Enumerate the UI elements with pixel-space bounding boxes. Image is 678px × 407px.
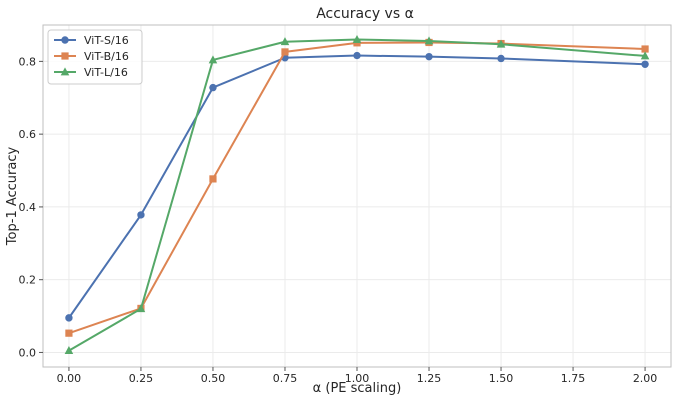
legend-item-vit-s-16: ViT-S/16 xyxy=(54,34,129,47)
x-tick-label: 0.00 xyxy=(57,372,82,385)
data-point-vit-l-16 xyxy=(280,37,290,46)
y-tick-label: 0.6 xyxy=(19,128,37,141)
x-axis-label: α (PE scaling) xyxy=(313,381,402,396)
x-tick-label: 1.50 xyxy=(489,372,514,385)
x-tick-label: 0.75 xyxy=(273,372,298,385)
data-point-vit-b-16 xyxy=(281,48,289,56)
y-tick-label: 0.0 xyxy=(19,346,37,359)
x-axis-ticks: 0.00 0.25 0.50 0.75 1.00 1.25 1.50 1.75 2.00 xyxy=(57,367,658,385)
x-tick-label: 1.25 xyxy=(417,372,442,385)
series-vit-l-16 xyxy=(64,34,650,355)
legend: ViT-S/16 ViT-B/16 ViT-L/16 xyxy=(47,29,143,85)
series-line-vit-l-16 xyxy=(68,38,646,352)
chart-title: Accuracy vs α xyxy=(316,6,414,22)
legend-marker xyxy=(61,36,69,44)
data-point-vit-s-16 xyxy=(209,83,217,92)
x-tick-label: 1.75 xyxy=(561,372,586,385)
y-tick-label: 0.2 xyxy=(19,274,37,287)
series-lines xyxy=(64,34,650,355)
data-point-vit-s-16 xyxy=(497,54,505,63)
data-point-vit-b-16 xyxy=(209,175,217,183)
x-tick-label: 1.00 xyxy=(345,372,370,385)
data-point-vit-l-16 xyxy=(496,39,506,48)
series-vit-s-16 xyxy=(65,51,649,322)
data-point-vit-s-16 xyxy=(425,52,433,61)
series-line-vit-s-16 xyxy=(68,54,646,319)
data-point-vit-s-16 xyxy=(641,60,649,68)
data-point-vit-b-16 xyxy=(65,329,73,337)
x-tick-label: 0.25 xyxy=(129,372,154,385)
legend-label: ViT-L/16 xyxy=(84,66,128,79)
data-point-vit-l-16 xyxy=(352,34,362,43)
legend-box xyxy=(47,29,143,85)
x-tick-label: 2.00 xyxy=(633,372,658,385)
data-point-vit-l-16 xyxy=(64,346,74,355)
legend-item-vit-b-16: ViT-B/16 xyxy=(54,50,129,63)
legend-marker xyxy=(60,67,70,76)
data-point-vit-l-16 xyxy=(424,36,434,45)
y-tick-label: 0.4 xyxy=(19,201,37,214)
y-axis-label: Top-1 Accuracy xyxy=(5,147,20,247)
data-point-vit-l-16 xyxy=(640,51,650,60)
legend-label: ViT-B/16 xyxy=(84,50,129,63)
legend-marker xyxy=(61,52,69,60)
data-point-vit-s-16 xyxy=(137,211,145,219)
legend-label: ViT-S/16 xyxy=(84,34,129,47)
data-point-vit-b-16 xyxy=(641,45,649,53)
legend-item-vit-l-16: ViT-L/16 xyxy=(54,66,128,79)
data-point-vit-l-16 xyxy=(208,55,218,64)
y-tick-label: 0.8 xyxy=(19,55,37,68)
data-point-vit-l-16 xyxy=(136,304,146,313)
data-point-vit-s-16 xyxy=(65,314,73,322)
data-point-vit-s-16 xyxy=(353,51,361,60)
x-tick-label: 0.50 xyxy=(201,372,226,385)
y-axis-ticks: 0.0 0.2 0.4 0.6 0.8 xyxy=(19,55,43,359)
